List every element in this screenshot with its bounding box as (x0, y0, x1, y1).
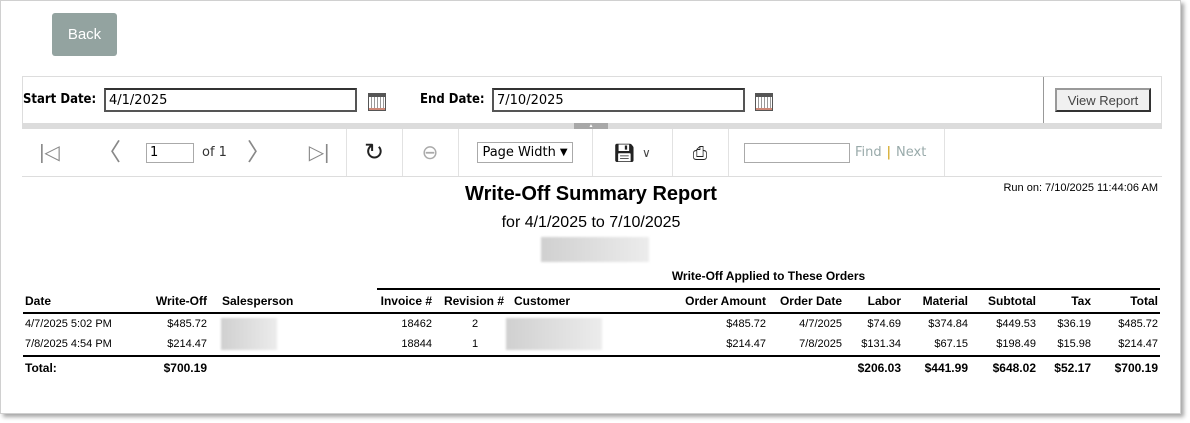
col-header-total: Total (1130, 294, 1158, 308)
redacted-company (541, 237, 649, 262)
col-header-customer: Customer (514, 294, 571, 308)
col-header-subtotal: Subtotal (988, 294, 1036, 308)
chevron-down-icon: ▼ (559, 147, 568, 158)
cell-subtotal: $449.53 (996, 318, 1036, 330)
redacted-salesperson (221, 318, 277, 350)
cell-order-date: 7/8/2025 (799, 338, 842, 350)
find-link[interactable]: Find (855, 145, 882, 160)
table-header-row: Date Write-Off Salesperson Invoice # Rev… (1, 294, 1181, 312)
cell-labor: $131.34 (861, 338, 901, 350)
chevron-down-icon[interactable]: ∨ (642, 145, 651, 160)
zoom-select[interactable]: Page Width ▼ (477, 142, 573, 163)
page-count: of 1 (202, 145, 227, 160)
end-date-calendar-icon[interactable] (755, 93, 773, 111)
end-date-input[interactable] (492, 88, 745, 112)
end-date-label: End Date: (420, 92, 485, 107)
back-button[interactable]: Back (52, 13, 117, 56)
cell-date: 4/7/2025 5:02 PM (25, 318, 112, 330)
group-header: Write-Off Applied to These Orders (671, 269, 866, 283)
page-number-input[interactable] (146, 142, 194, 163)
cell-invoice: 18844 (401, 338, 432, 350)
divider (728, 129, 729, 176)
back-to-parent-icon[interactable]: ⊖ (421, 141, 439, 164)
cell-material: $374.84 (928, 318, 968, 330)
cell-order-amount: $214.47 (726, 338, 766, 350)
find-input[interactable] (744, 142, 850, 163)
start-date-label: Start Date: (23, 92, 97, 107)
cell-total: $485.72 (1118, 318, 1158, 330)
save-icon[interactable]: 💾︎ (613, 142, 637, 163)
report-title: Write-Off Summary Report (465, 183, 717, 205)
divider (402, 129, 403, 176)
cell-revision: 2 (472, 318, 479, 330)
total-subtotal: $648.02 (992, 361, 1036, 375)
total-label: Total: (25, 361, 57, 375)
col-header-order-date: Order Date (779, 294, 842, 308)
cell-labor: $74.69 (867, 318, 901, 330)
divider (458, 129, 459, 176)
divider (592, 129, 593, 176)
cell-tax: $36.19 (1057, 318, 1091, 330)
divider (346, 129, 347, 176)
divider (1043, 77, 1044, 124)
print-icon[interactable]: ⎙ (692, 142, 708, 163)
cell-revision: 1 (472, 338, 479, 350)
report-toolbar: |◁ 〈 of 1 〉 ▷| ↻ ⊖ Page Width▼ 💾︎ ∨ ⎙ Fin… (22, 129, 1162, 177)
divider (23, 312, 1160, 314)
col-header-order-amount: Order Amount (685, 294, 766, 308)
total-material: $441.99 (924, 361, 968, 375)
col-header-material: Material (922, 294, 968, 308)
parameters-splitter[interactable]: ▲ (22, 123, 1162, 129)
total-total: $700.19 (1114, 361, 1158, 375)
parameters-panel: Start Date: End Date: View Report (22, 76, 1162, 124)
col-header-labor: Labor (867, 294, 901, 308)
collapse-arrow-icon[interactable]: ▲ (574, 123, 608, 129)
report-viewer-window: Back Start Date: End Date: View Report ▲… (0, 0, 1181, 414)
last-page-icon[interactable]: ▷| (308, 141, 330, 164)
find-separator: | (886, 145, 892, 160)
zoom-value: Page Width (482, 145, 556, 160)
divider (23, 355, 1160, 357)
total-labor: $206.03 (857, 361, 901, 375)
col-header-revision: Revision # (443, 294, 504, 308)
divider (377, 288, 1160, 290)
total-row: Total: $700.19 $206.03 $441.99 $648.02 $… (1, 361, 1181, 379)
view-report-button[interactable]: View Report (1055, 88, 1151, 112)
cell-write-off: $485.72 (167, 318, 207, 330)
total-write-off: $700.19 (163, 361, 207, 375)
find-next-link[interactable]: Next (896, 145, 927, 160)
col-header-tax: Tax (1071, 294, 1091, 308)
col-header-write-off: Write-Off (155, 294, 207, 308)
cell-order-date: 4/7/2025 (799, 318, 842, 330)
next-page-icon[interactable]: 〉 (247, 138, 271, 166)
run-on-timestamp: Run on: 7/10/2025 11:44:06 AM (1003, 182, 1158, 194)
cell-invoice: 18462 (401, 318, 432, 330)
col-header-date: Date (25, 294, 52, 308)
report-subtitle: for 4/1/2025 to 7/10/2025 (501, 214, 681, 231)
cell-total: $214.47 (1118, 338, 1158, 350)
divider (672, 129, 673, 176)
total-tax: $52.17 (1054, 361, 1091, 375)
col-header-invoice: Invoice # (380, 294, 432, 308)
cell-date: 7/8/2025 4:54 PM (25, 338, 112, 350)
col-header-salesperson: Salesperson (222, 294, 294, 308)
cell-subtotal: $198.49 (996, 338, 1036, 350)
table-row: 4/7/2025 5:02 PM $485.72 18462 2 $485.72… (1, 318, 1181, 336)
first-page-icon[interactable]: |◁ (39, 141, 60, 164)
cell-material: $67.15 (934, 338, 968, 350)
table-row: 7/8/2025 4:54 PM $214.47 18844 1 $214.47… (1, 338, 1181, 356)
start-date-calendar-icon[interactable] (368, 93, 386, 111)
divider (944, 129, 945, 176)
redacted-customer (506, 318, 602, 350)
refresh-icon[interactable]: ↻ (363, 138, 385, 166)
start-date-input[interactable] (104, 88, 357, 112)
cell-write-off: $214.47 (167, 338, 207, 350)
cell-order-amount: $485.72 (726, 318, 766, 330)
cell-tax: $15.98 (1057, 338, 1091, 350)
previous-page-icon[interactable]: 〈 (97, 138, 121, 166)
